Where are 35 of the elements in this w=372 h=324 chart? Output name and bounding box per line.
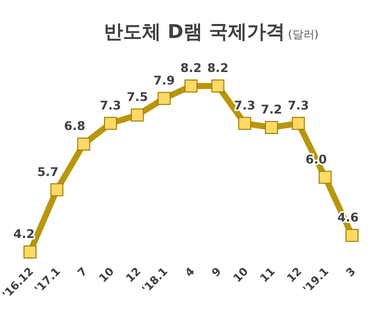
data-label: 8.2 <box>180 61 202 75</box>
chart-subtitle: (달러) <box>288 28 319 41</box>
data-label: 6.8 <box>64 119 86 134</box>
point <box>130 108 144 122</box>
x-tick-label: 10 <box>230 264 252 285</box>
point <box>24 246 36 258</box>
data-label: 7.3 <box>234 98 256 112</box>
point <box>77 138 90 151</box>
point <box>158 92 171 105</box>
data-label: 7.2 <box>260 102 282 116</box>
data-label: 7.3 <box>288 98 309 112</box>
data-label: 7.3 <box>100 98 122 112</box>
point <box>346 228 358 242</box>
x-tick-label: 12 <box>123 264 144 285</box>
point <box>184 80 198 92</box>
data-label: 7.5 <box>126 90 148 104</box>
point <box>318 170 332 184</box>
point <box>292 116 305 130</box>
x-tick-label: 11 <box>258 264 278 285</box>
point <box>50 183 64 196</box>
point <box>104 116 117 130</box>
x-tick-label: 9 <box>209 264 224 280</box>
x-tick-label: 7 <box>75 264 90 280</box>
data-label: 5.7 <box>37 164 58 179</box>
x-tick-label: 3 <box>344 264 358 280</box>
x-tick-label: 4 <box>182 264 198 280</box>
x-tick-label: 12 <box>284 264 304 285</box>
x-tick-label: 10 <box>96 264 117 285</box>
point <box>211 80 224 92</box>
chart-title: 반도체 D램 국제가격 <box>104 21 285 43</box>
point <box>238 116 252 130</box>
data-label: 8.2 <box>207 61 228 75</box>
data-label: 4.2 <box>13 227 35 241</box>
point <box>265 121 278 134</box>
data-label: 7.9 <box>154 73 175 88</box>
